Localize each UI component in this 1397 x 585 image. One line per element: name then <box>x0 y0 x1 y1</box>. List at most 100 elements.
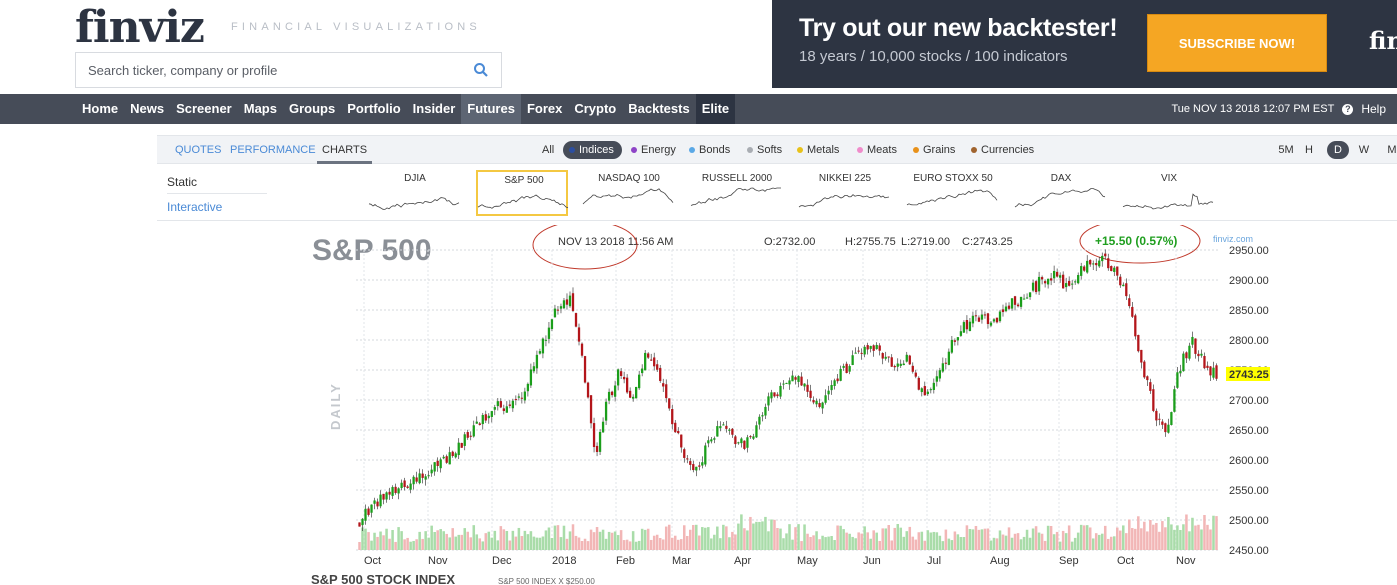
search-input[interactable] <box>76 53 456 87</box>
volume-bar <box>409 541 412 550</box>
volume-bar <box>1167 516 1170 550</box>
mini-chart-nikkei-225[interactable]: NIKKEI 225 <box>798 170 891 216</box>
mini-chart-dax[interactable]: DAX <box>1014 170 1107 216</box>
nav-item-news[interactable]: News <box>130 101 165 116</box>
help-icon[interactable]: ? <box>1342 103 1354 115</box>
nav-item-screener[interactable]: Screener <box>176 101 232 116</box>
mini-chart-s-p-500[interactable]: S&P 500 <box>476 170 569 216</box>
filter-label: Indices <box>579 144 614 156</box>
volume-bar <box>869 538 872 550</box>
candle-body <box>610 391 614 396</box>
filter-softs[interactable]: Softs <box>747 141 782 159</box>
filter-indices[interactable]: Indices <box>563 141 622 159</box>
timeframe-d[interactable]: D <box>1327 141 1349 159</box>
volume-bar <box>998 530 1002 550</box>
timeframe-w[interactable]: W <box>1358 144 1370 156</box>
mini-chart-euro-stoxx-50[interactable]: EURO STOXX 50 <box>906 170 999 216</box>
mini-chart-vix[interactable]: VIX <box>1122 170 1215 216</box>
filter-energy[interactable]: Energy <box>631 141 676 159</box>
timeframe-h[interactable]: H <box>1305 144 1313 156</box>
candle-body <box>628 390 632 398</box>
x-tick-label: May <box>797 555 818 567</box>
tab-quotes[interactable]: QUOTES <box>175 144 222 156</box>
filter-metals[interactable]: Metals <box>797 141 839 159</box>
mini-chart-djia[interactable]: DJIA <box>368 170 461 216</box>
mini-chart-nasdaq-100[interactable]: NASDAQ 100 <box>582 170 675 216</box>
volume-bar <box>559 537 563 550</box>
candle-body <box>1089 259 1092 265</box>
candle-body <box>923 386 926 396</box>
nav-item-groups[interactable]: Groups <box>288 101 336 116</box>
volume-bar <box>574 535 578 550</box>
volume-bar <box>848 533 851 550</box>
nav-item-elite[interactable]: Elite <box>695 94 736 124</box>
help-link[interactable]: Help <box>1361 102 1386 116</box>
ad-banner[interactable]: Try out our new backtester! 18 years / 1… <box>772 0 1397 88</box>
main-chart[interactable]: S&P 500 NOV 13 2018 11:56 AM O:2732.00 H… <box>300 225 1397 585</box>
filter-meats[interactable]: Meats <box>857 141 897 159</box>
nav-item-futures[interactable]: Futures <box>461 94 521 124</box>
nav-item-backtests[interactable]: Backtests <box>628 101 690 116</box>
x-tick-label: Apr <box>734 555 751 567</box>
mini-chart-russell-2000[interactable]: RUSSELL 2000 <box>690 170 783 216</box>
x-tick-label: Oct <box>364 555 381 567</box>
filter-grains[interactable]: Grains <box>913 141 955 159</box>
volume-bar <box>1161 521 1164 550</box>
candle-body <box>553 308 557 318</box>
mode-interactive[interactable]: Interactive <box>167 200 223 214</box>
timeframe-m[interactable]: M <box>1387 144 1397 156</box>
volume-bar <box>791 539 794 550</box>
timeframe-5m[interactable]: 5M <box>1278 144 1294 156</box>
tab-charts[interactable]: CHARTS <box>317 136 373 164</box>
volume-bar <box>1091 538 1095 550</box>
candle-body <box>692 464 695 471</box>
candle-body <box>782 383 785 385</box>
candle-body <box>818 402 821 407</box>
mini-chart-label: S&P 500 <box>504 175 544 186</box>
candle-body <box>1098 260 1101 267</box>
volume-bar <box>809 536 812 550</box>
volume-bar <box>382 535 385 550</box>
volume-bar <box>373 532 376 550</box>
candle-body <box>511 400 515 409</box>
candle-body <box>460 442 463 448</box>
candle-body <box>806 384 809 392</box>
candles <box>358 249 1218 532</box>
nav-item-forex[interactable]: Forex <box>526 101 563 116</box>
volume-bar <box>376 536 379 550</box>
filter-all[interactable]: All <box>542 141 554 159</box>
nav-item-portfolio[interactable]: Portfolio <box>347 101 401 116</box>
candle-body <box>680 434 683 448</box>
candle-body <box>1134 315 1137 337</box>
candle-body <box>905 354 908 362</box>
nav-item-crypto[interactable]: Crypto <box>574 101 617 116</box>
candle-body <box>613 385 617 397</box>
mini-chart-line <box>798 194 890 208</box>
volume-bar <box>1037 532 1041 550</box>
nav-item-insider[interactable]: Insider <box>412 101 456 116</box>
volume-bar <box>917 532 921 550</box>
finviz-logo[interactable]: finviz <box>75 2 205 53</box>
candle-body <box>830 384 833 391</box>
nav-item-home[interactable]: Home <box>82 101 119 116</box>
candle-body <box>568 295 572 307</box>
search-icon[interactable] <box>473 62 489 78</box>
volume-bar <box>1067 525 1071 550</box>
volume-bar <box>397 527 400 550</box>
filter-currencies[interactable]: Currencies <box>971 141 1034 159</box>
candle-body <box>884 356 887 359</box>
volume-bar <box>710 538 713 550</box>
mode-static[interactable]: Static <box>167 175 198 189</box>
filter-bonds[interactable]: Bonds <box>689 141 730 159</box>
candle-body <box>1080 266 1083 276</box>
nav-item-maps[interactable]: Maps <box>243 101 277 116</box>
volume-bar <box>914 539 918 550</box>
candle-body <box>565 299 569 305</box>
volume-bar <box>640 528 644 550</box>
tab-performance[interactable]: PERFORMANCE <box>230 144 316 156</box>
candle-body <box>1040 277 1044 280</box>
candle-body <box>394 486 397 493</box>
y-tick-label: 2600.00 <box>1229 455 1269 467</box>
subscribe-button[interactable]: SUBSCRIBE NOW! <box>1147 14 1327 72</box>
candle-body <box>1191 336 1194 345</box>
